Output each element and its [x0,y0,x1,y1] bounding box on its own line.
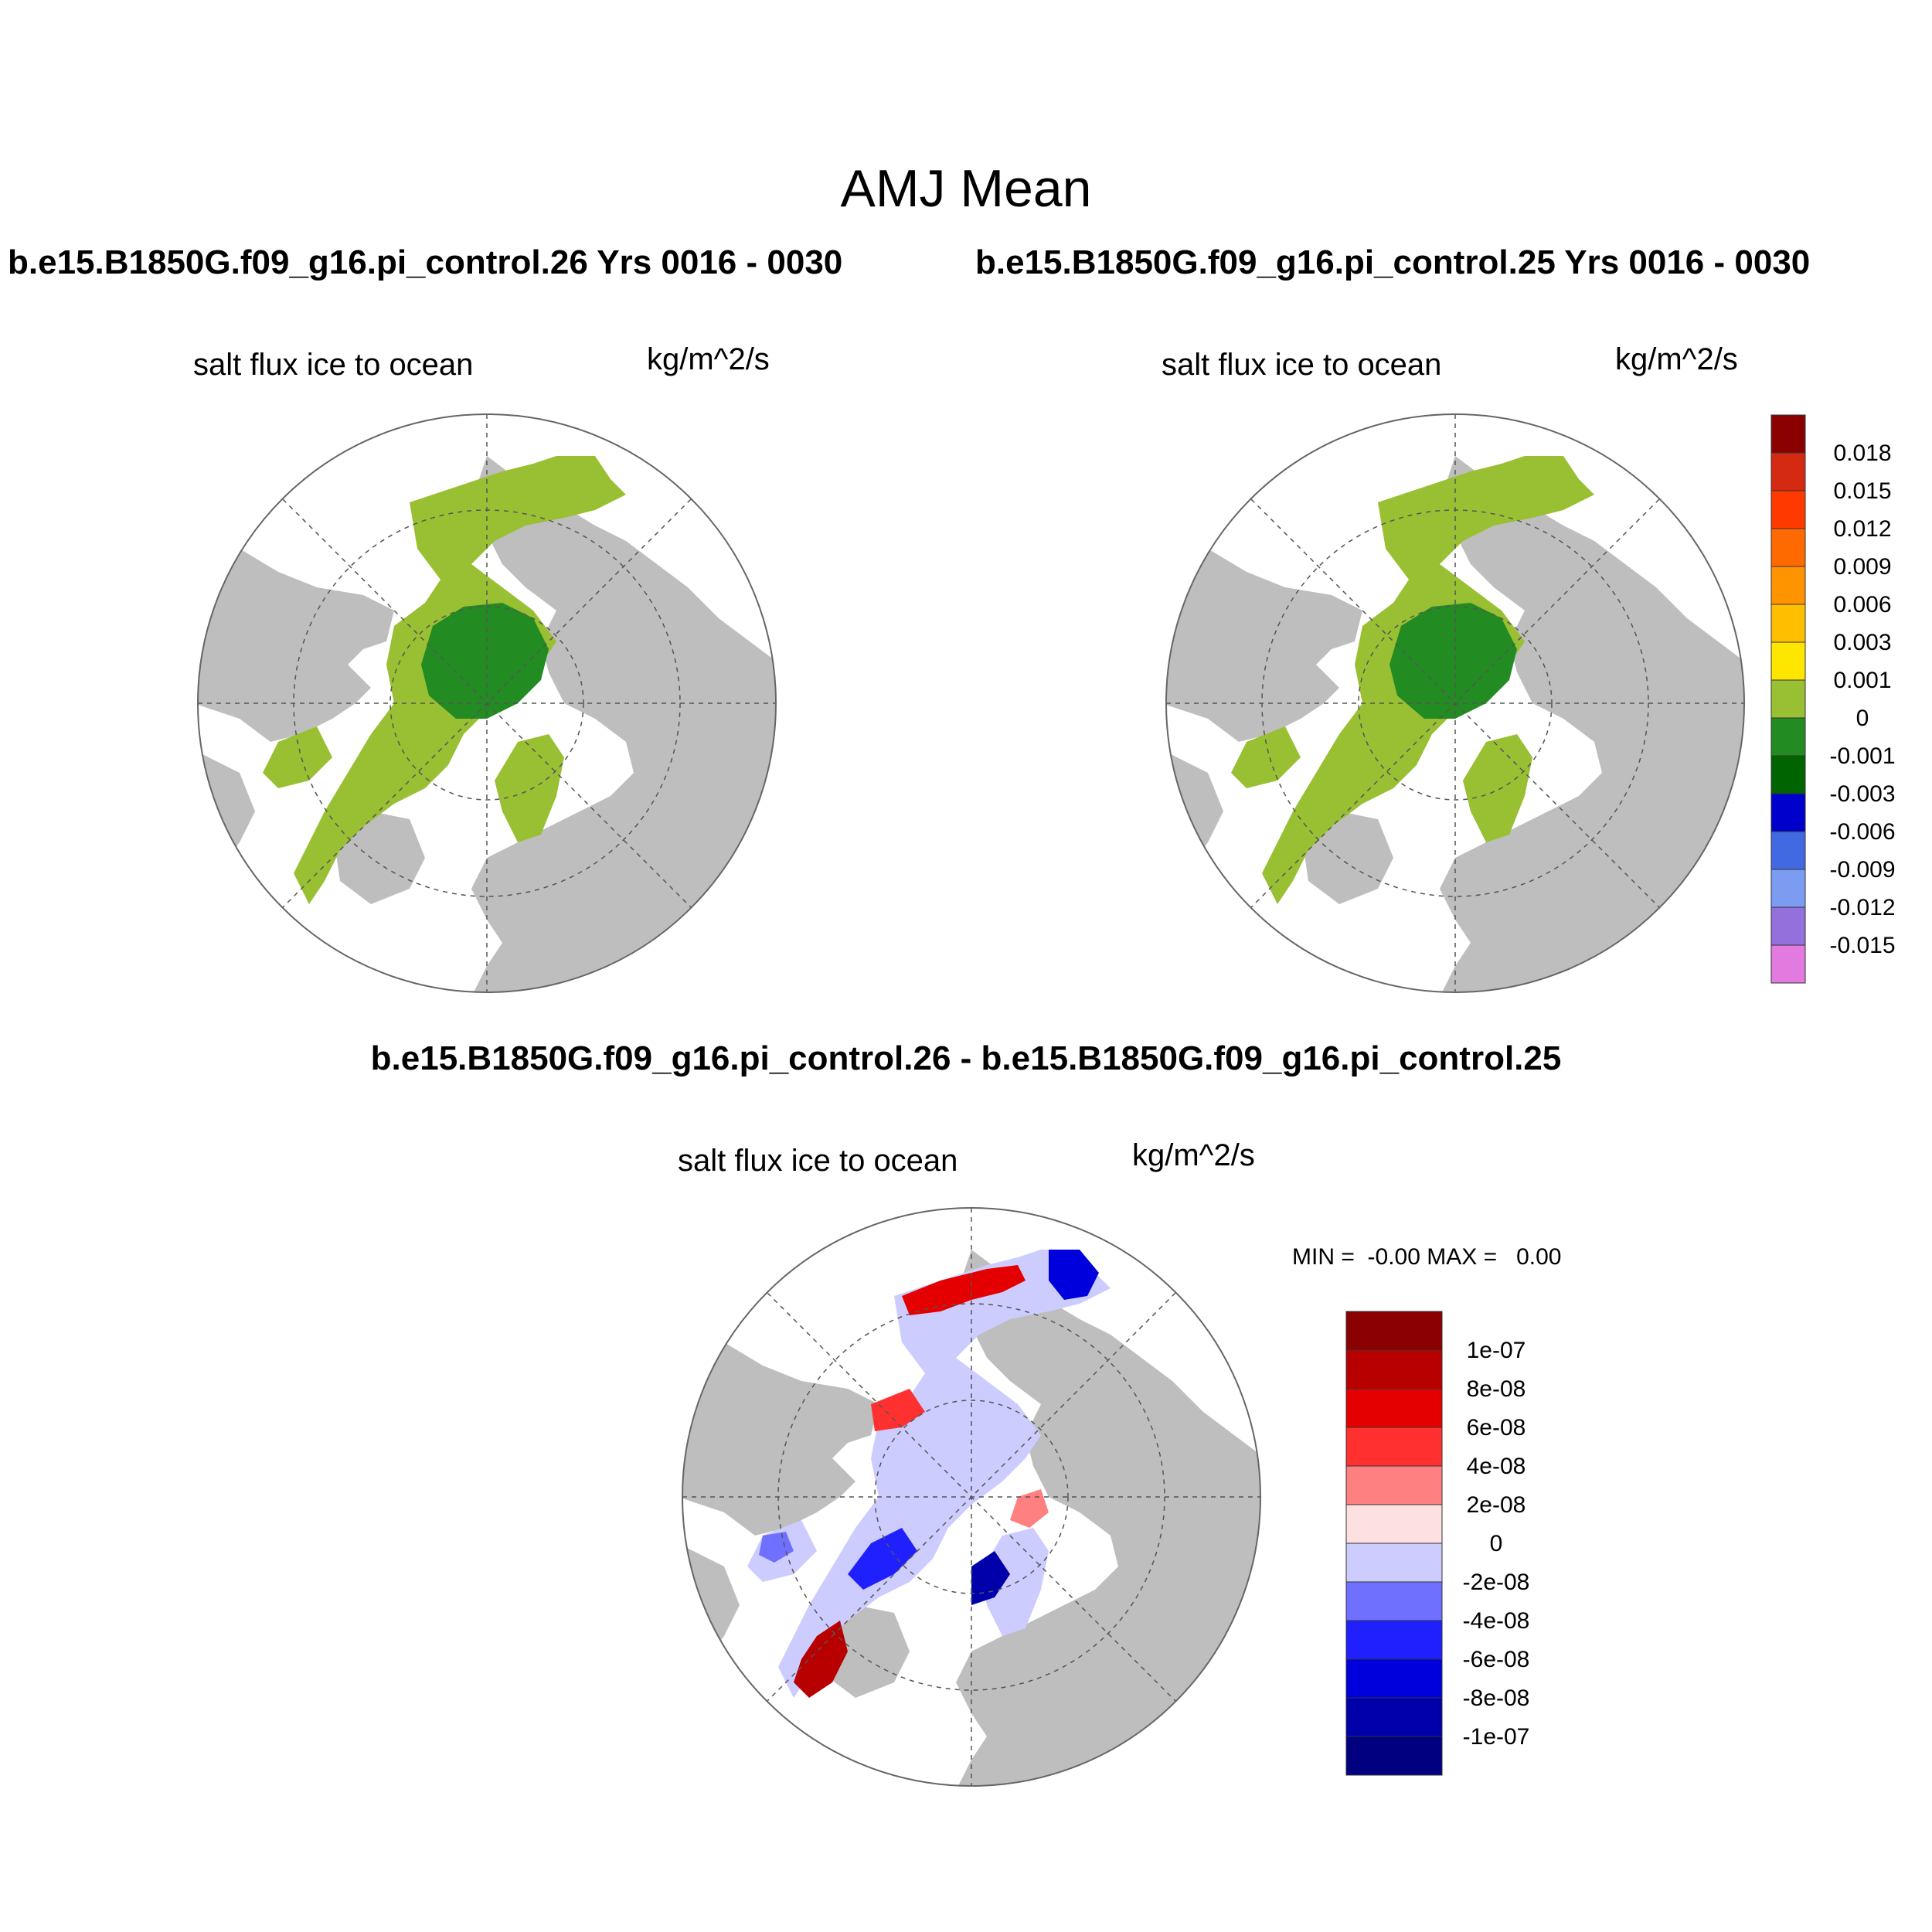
panel2-variable: salt flux ice to ocean [1162,348,1442,382]
colorbar-tick-label: 0.001 [1833,668,1891,693]
colorbar-tick-label: -4e-08 [1463,1608,1530,1634]
diff-title: b.e15.B1850G.f09_g16.pi_control.26 - b.e… [370,1039,1562,1077]
colorbar-swatch [1770,755,1806,794]
colorbar-tick-label: -0.003 [1829,781,1895,807]
panel3-units: kg/m^2/s [1132,1138,1255,1172]
panel2-units: kg/m^2/s [1615,342,1738,376]
colorbar-tick-label: 4e-08 [1467,1454,1526,1479]
colorbar-swatch [1345,1465,1443,1505]
colorbar-swatch [1770,831,1806,870]
colorbar-swatch [1345,1388,1443,1428]
colorbar-tick-label: 0 [1856,706,1869,731]
colorbar-swatch [1345,1349,1443,1389]
colorbar-swatch [1345,1504,1443,1544]
colorbar-swatch [1770,452,1806,492]
colorbar-tick-label: -0.006 [1829,819,1895,845]
colorbar-swatch [1770,869,1806,908]
colorbar-tick-label: 0 [1490,1531,1503,1556]
colorbar-swatch [1770,604,1806,643]
colorbar-swatch [1770,944,1806,984]
colorbar-tick-label: -0.001 [1829,743,1895,769]
sea-ice-dark [1389,603,1517,719]
colorbar-swatch [1345,1543,1443,1583]
figure-title: AMJ Mean [840,159,1092,218]
polar-map-difference [682,1207,1261,1787]
colorbar-tick-label: 0.015 [1833,478,1891,504]
colorbar-swatch [1345,1697,1443,1737]
colorbar-tick-label: -2e-08 [1463,1570,1530,1595]
case-right-title: b.e15.B1850G.f09_g16.pi_control.25 Yrs 0… [975,243,1811,281]
colorbar-swatch [1345,1736,1443,1776]
colorbar-tick-label: -1e-07 [1463,1724,1530,1750]
colorbar-swatch [1770,528,1806,567]
panel1-variable: salt flux ice to ocean [193,348,474,382]
colorbar-swatch [1770,906,1806,946]
colorbar-swatch [1770,717,1806,757]
colorbar-tick-label: 0.018 [1833,440,1891,466]
colorbar-swatch [1770,641,1806,681]
colorbar-swatch [1770,490,1806,529]
colorbar-main: 0.018 0.015 0.012 0.009 0.006 0.003 0.001 0 -0.0… [1770,414,1896,984]
land-masses [682,1250,1260,1786]
colorbar-tick-label: -0.009 [1829,857,1895,883]
colorbar-tick-label: -8e-08 [1463,1685,1530,1711]
colorbar-swatch [1345,1581,1443,1621]
land-masses [1166,456,1744,992]
colorbar-tick-label: 2e-08 [1467,1492,1526,1518]
min-max-label: MIN = -0.00 MAX = 0.00 [1292,1244,1562,1270]
colorbar-swatch [1770,679,1806,719]
difference-anomalies-negative [759,1250,1099,1605]
colorbar-difference: 1e-07 8e-08 6e-08 4e-08 2e-08 0 -2e-08 -4e-08 -6… [1345,1311,1530,1776]
colorbar-tick-label: 1e-07 [1467,1338,1526,1363]
colorbar-swatch [1345,1658,1443,1699]
colorbar-tick-label: -6e-08 [1463,1647,1530,1672]
colorbar-swatch [1770,566,1806,605]
colorbar-swatch [1770,793,1806,832]
case-left-title: b.e15.B1850G.f09_g16.pi_control.26 Yrs 0… [8,243,843,281]
polar-map-case-25 [1165,413,1745,993]
colorbar-swatch [1345,1311,1443,1351]
colorbar-swatch [1345,1620,1443,1660]
colorbar-tick-label: -0.012 [1829,895,1895,920]
colorbar-swatch [1770,414,1806,454]
panel1-units: kg/m^2/s [647,342,770,376]
colorbar-tick-label: -0.015 [1829,933,1895,958]
polar-map-case-26 [197,413,777,993]
colorbar-tick-label: 8e-08 [1467,1376,1526,1402]
colorbar-swatch [1345,1427,1443,1467]
colorbar-tick-label: 0.009 [1833,554,1891,580]
colorbar-tick-label: 0.012 [1833,516,1891,542]
colorbar-tick-label: 0.003 [1833,630,1891,655]
colorbar-tick-label: 0.006 [1833,592,1891,617]
panel3-variable: salt flux ice to ocean [678,1144,958,1178]
sea-ice-dark [421,603,549,719]
colorbar-tick-label: 6e-08 [1467,1415,1526,1440]
difference-anomalies-positive [794,1265,1049,1698]
